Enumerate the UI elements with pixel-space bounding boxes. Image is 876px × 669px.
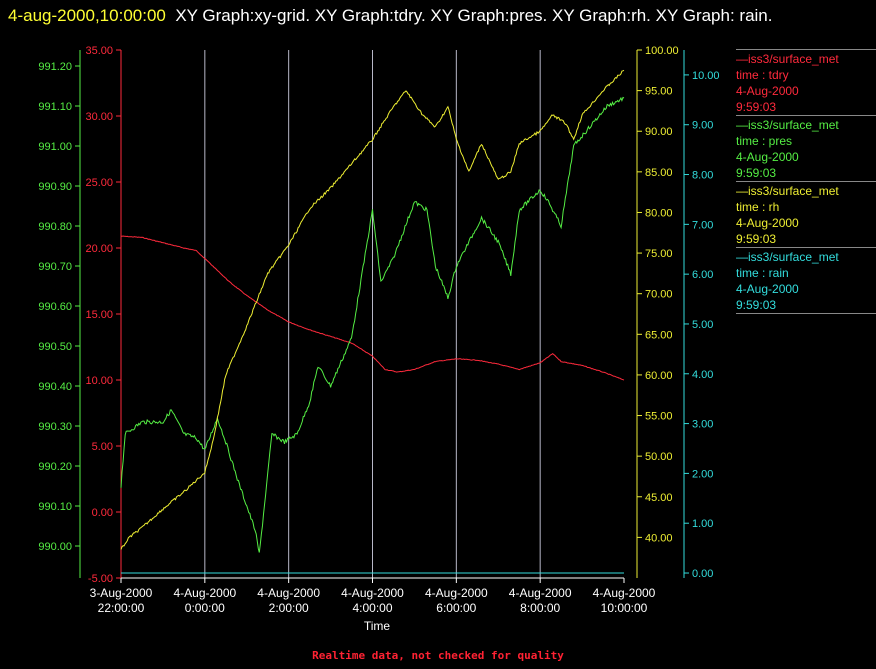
rh-tick-label: 55.00 (645, 411, 673, 423)
rain-tick-label: 6.00 (692, 269, 713, 281)
legend: —iss3/surface_met time : tdry 4-Aug-2000 9:… (736, 49, 876, 315)
quality-notice: Realtime data, not checked for quality (312, 649, 564, 662)
chart-series (120, 69, 625, 574)
pres-tick-label: 990.40 (38, 381, 72, 393)
tdry-tick-label: 20.00 (85, 243, 113, 255)
rh-tick-label: 80.00 (645, 207, 673, 219)
legend-var: time : rain (736, 266, 789, 280)
legend-end-rule (736, 313, 876, 315)
chart-axes: 990.00 990.10 990.20 990.30 990.40 990.50 990.… (38, 45, 719, 585)
rh-tick-label: 50.00 (645, 451, 673, 463)
legend-time: 9:59:03 (736, 166, 777, 180)
rh-tick-label: 95.00 (645, 86, 673, 98)
rh-tick-label: 40.00 (645, 532, 673, 544)
x-axis-label: Time (364, 619, 391, 633)
pres-tick-label: 990.10 (38, 501, 72, 513)
legend-date: 4-Aug-2000 (736, 150, 799, 164)
legend-line: —iss3/surface_met (736, 52, 839, 66)
legend-time: 9:59:03 (736, 298, 777, 312)
x-tick-label: 4-Aug-2000 (173, 586, 236, 600)
legend-line: —iss3/surface_met (736, 184, 839, 198)
rh-tick-label: 90.00 (645, 126, 673, 138)
legend-date: 4-Aug-2000 (736, 84, 799, 98)
tdry-tick-label: 5.00 (92, 441, 113, 453)
rain-tick-label: 4.00 (692, 369, 713, 381)
x-tick-label: 8:00:00 (520, 601, 560, 615)
tdry-series-line (120, 235, 625, 381)
pres-series-line (120, 96, 625, 553)
pres-tick-label: 991.00 (38, 141, 72, 153)
x-tick-label: 4:00:00 (352, 601, 392, 615)
rain-tick-label: 3.00 (692, 419, 713, 431)
legend-line: —iss3/surface_met (736, 118, 839, 132)
legend-var: time : pres (736, 134, 793, 148)
rain-tick-label: 7.00 (692, 219, 713, 231)
pres-tick-label: 991.10 (38, 101, 72, 113)
pres-tick-label: 990.50 (38, 341, 72, 353)
pres-tick-label: 990.20 (38, 461, 72, 473)
x-tick-label: 4-Aug-2000 (509, 586, 572, 600)
legend-date: 4-Aug-2000 (736, 282, 799, 296)
title-timestamp: 4-aug-2000,10:00:00 (8, 6, 166, 25)
pres-tick-label: 990.60 (38, 301, 72, 313)
tdry-tick-label: 0.00 (92, 507, 113, 519)
graph-title: 4-aug-2000,10:00:00 XY Graph:xy-grid. XY… (8, 2, 868, 29)
title-graph-list: XY Graph:xy-grid. XY Graph:tdry. XY Grap… (175, 6, 773, 25)
rh-tick-label: 75.00 (645, 248, 673, 260)
tdry-tick-label: 30.00 (85, 111, 113, 123)
pres-tick-label: 991.20 (38, 61, 72, 73)
rain-tick-label: 0.00 (692, 568, 713, 580)
tdry-tick-label: 15.00 (85, 309, 113, 321)
pres-tick-label: 990.30 (38, 421, 72, 433)
tdry-tick-label: 25.00 (85, 177, 113, 189)
legend-time: 9:59:03 (736, 232, 777, 246)
x-tick-label: 4-Aug-2000 (593, 586, 656, 600)
x-tick-label: 6:00:00 (436, 601, 476, 615)
rain-tick-label: 1.00 (692, 518, 713, 530)
x-tick-label: 4-Aug-2000 (257, 586, 320, 600)
x-tick-label: 2:00:00 (269, 601, 309, 615)
x-tick-label: 4-Aug-2000 (425, 586, 488, 600)
tdry-tick-label: 10.00 (85, 375, 113, 387)
x-axis-ticks: 3-Aug-200022:00:004-Aug-20000:00:004-Aug… (90, 577, 656, 615)
rh-series-line (120, 69, 625, 550)
rain-tick-label: 9.00 (692, 120, 713, 132)
rh-tick-label: 85.00 (645, 167, 673, 179)
tdry-tick-label: -5.00 (88, 573, 113, 585)
legend-var: time : tdry (736, 68, 789, 82)
rh-tick-label: 70.00 (645, 289, 673, 301)
pres-tick-label: 990.70 (38, 261, 72, 273)
rh-tick-label: 45.00 (645, 492, 673, 504)
x-tick-label: 3-Aug-2000 (90, 586, 153, 600)
legend-line: —iss3/surface_met (736, 250, 839, 264)
legend-date: 4-Aug-2000 (736, 216, 799, 230)
legend-time: 9:59:03 (736, 100, 777, 114)
pres-tick-label: 990.00 (38, 541, 72, 553)
x-tick-label: 22:00:00 (98, 601, 145, 615)
rain-tick-label: 8.00 (692, 170, 713, 182)
rain-tick-label: 2.00 (692, 468, 713, 480)
x-tick-label: 4-Aug-2000 (341, 586, 404, 600)
rh-tick-label: 100.00 (645, 45, 679, 57)
rain-tick-label: 5.00 (692, 319, 713, 331)
rh-tick-label: 60.00 (645, 370, 673, 382)
pres-tick-label: 990.80 (38, 221, 72, 233)
legend-var: time : rh (736, 200, 780, 214)
x-tick-label: 0:00:00 (185, 601, 225, 615)
rain-tick-label: 10.00 (692, 70, 720, 82)
pres-tick-label: 990.90 (38, 181, 72, 193)
tdry-tick-label: 35.00 (85, 45, 113, 57)
grid-lines (204, 50, 541, 578)
x-tick-label: 10:00:00 (601, 601, 648, 615)
rh-tick-label: 65.00 (645, 329, 673, 341)
